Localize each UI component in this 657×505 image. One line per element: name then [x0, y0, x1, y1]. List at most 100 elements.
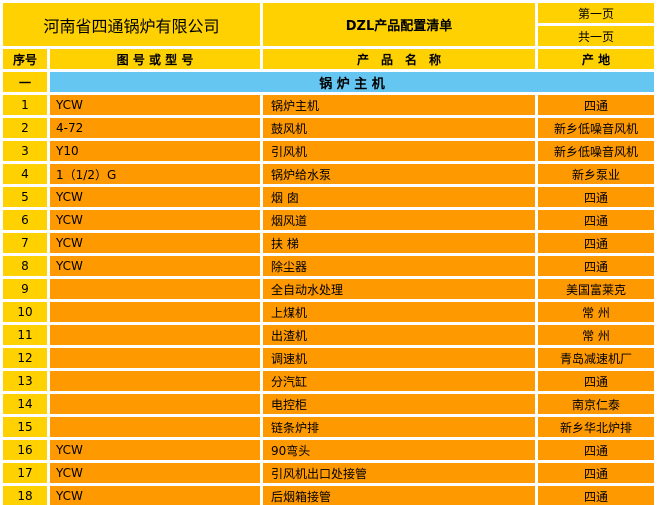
table-row: 11 出渣机 常 州	[3, 325, 655, 345]
cell-no: 4	[3, 164, 47, 184]
cell-model: YCW	[50, 256, 261, 276]
cell-name: 调速机	[263, 348, 536, 368]
cell-origin: 四通	[538, 371, 655, 391]
table-row: 2 4-72 鼓风机 新乡低噪音风机	[3, 118, 655, 138]
cell-origin: 青岛减速机厂	[538, 348, 655, 368]
cell-model: YCW	[50, 463, 261, 483]
cell-no: 11	[3, 325, 47, 345]
cell-name: 后烟箱接管	[263, 486, 536, 505]
cell-name: 出渣机	[263, 325, 536, 345]
cell-model	[50, 348, 261, 368]
cell-no: 2	[3, 118, 47, 138]
cell-no: 18	[3, 486, 47, 505]
cell-no: 7	[3, 233, 47, 253]
cell-origin: 常 州	[538, 302, 655, 322]
section-index: 一	[3, 72, 47, 92]
cell-model: YCW	[50, 233, 261, 253]
col-header-model: 图 号 或 型 号	[50, 49, 261, 69]
table-row: 17 YCW 引风机出口处接管 四通	[3, 463, 655, 483]
table-row: 7 YCW 扶 梯 四通	[3, 233, 655, 253]
cell-no: 14	[3, 394, 47, 414]
table-row: 10 上煤机 常 州	[3, 302, 655, 322]
page-number: 第一页	[538, 3, 655, 23]
header-row-2: 共一页	[3, 26, 655, 46]
col-header-name: 产 品 名 称	[263, 49, 536, 69]
cell-origin: 新乡泵业	[538, 164, 655, 184]
cell-no: 3	[3, 141, 47, 161]
col-header-origin: 产 地	[538, 49, 655, 69]
cell-origin: 四通	[538, 210, 655, 230]
cell-origin: 常 州	[538, 325, 655, 345]
table-row: 13 分汽缸 四通	[3, 371, 655, 391]
cell-origin: 新乡低噪音风机	[538, 118, 655, 138]
cell-no: 13	[3, 371, 47, 391]
cell-model: 1（1/2）G	[50, 164, 261, 184]
cell-no: 10	[3, 302, 47, 322]
table-row: 9 全自动水处理 美国富莱克	[3, 279, 655, 299]
document-title: DZL产品配置清单	[263, 3, 536, 46]
cell-no: 9	[3, 279, 47, 299]
cell-name: 90弯头	[263, 440, 536, 460]
cell-name: 引风机	[263, 141, 536, 161]
cell-origin: 四通	[538, 440, 655, 460]
cell-name: 锅炉给水泵	[263, 164, 536, 184]
table-row: 5 YCW 烟 囱 四通	[3, 187, 655, 207]
cell-name: 锅炉主机	[263, 95, 536, 115]
cell-origin: 四通	[538, 233, 655, 253]
cell-name: 烟风道	[263, 210, 536, 230]
table-row: 1 YCW 锅炉主机 四通	[3, 95, 655, 115]
cell-name: 引风机出口处接管	[263, 463, 536, 483]
cell-model	[50, 417, 261, 437]
header-row-1: 河南省四通锅炉有限公司 DZL产品配置清单 第一页	[3, 3, 655, 46]
table-row: 18 YCW 后烟箱接管 四通	[3, 486, 655, 505]
table-row: 4 1（1/2）G 锅炉给水泵 新乡泵业	[3, 164, 655, 184]
cell-model	[50, 394, 261, 414]
cell-no: 6	[3, 210, 47, 230]
cell-origin: 四通	[538, 486, 655, 505]
table-row: 8 YCW 除尘器 四通	[3, 256, 655, 276]
cell-origin: 四通	[538, 256, 655, 276]
table-row: 6 YCW 烟风道 四通	[3, 210, 655, 230]
cell-no: 8	[3, 256, 47, 276]
table-row: 12 调速机 青岛减速机厂	[3, 348, 655, 368]
cell-no: 16	[3, 440, 47, 460]
cell-name: 上煤机	[263, 302, 536, 322]
cell-model	[50, 371, 261, 391]
cell-model: YCW	[50, 440, 261, 460]
cell-no: 17	[3, 463, 47, 483]
cell-model: YCW	[50, 486, 261, 505]
cell-model: Y10	[50, 141, 261, 161]
cell-model	[50, 325, 261, 345]
cell-name: 除尘器	[263, 256, 536, 276]
col-header-no: 序号	[3, 49, 47, 69]
company-name: 河南省四通锅炉有限公司	[3, 3, 261, 46]
cell-origin: 四通	[538, 95, 655, 115]
cell-name: 分汽缸	[263, 371, 536, 391]
cell-name: 鼓风机	[263, 118, 536, 138]
cell-model: YCW	[50, 210, 261, 230]
table-row: 14 电控柜 南京仁泰	[3, 394, 655, 414]
cell-name: 烟 囱	[263, 187, 536, 207]
cell-origin: 新乡华北炉排	[538, 417, 655, 437]
table-row: 16 YCW 90弯头 四通	[3, 440, 655, 460]
cell-no: 1	[3, 95, 47, 115]
cell-name: 电控柜	[263, 394, 536, 414]
cell-origin: 新乡低噪音风机	[538, 141, 655, 161]
table-row: 15 链条炉排 新乡华北炉排	[3, 417, 655, 437]
cell-name: 全自动水处理	[263, 279, 536, 299]
cell-model	[50, 302, 261, 322]
cell-origin: 美国富莱克	[538, 279, 655, 299]
cell-model: YCW	[50, 187, 261, 207]
product-rows: 1 YCW 锅炉主机 四通 2 4-72 鼓风机 新乡低噪音风机 3 Y10 引…	[3, 95, 655, 505]
cell-name: 扶 梯	[263, 233, 536, 253]
column-header-row: 序号 图 号 或 型 号 产 品 名 称 产 地	[3, 49, 655, 69]
cell-origin: 四通	[538, 463, 655, 483]
page-total: 共一页	[538, 26, 655, 46]
cell-origin: 四通	[538, 187, 655, 207]
cell-model: 4-72	[50, 118, 261, 138]
cell-no: 15	[3, 417, 47, 437]
cell-origin: 南京仁泰	[538, 394, 655, 414]
section-title: 锅 炉 主 机	[50, 72, 655, 92]
table-row: 3 Y10 引风机 新乡低噪音风机	[3, 141, 655, 161]
